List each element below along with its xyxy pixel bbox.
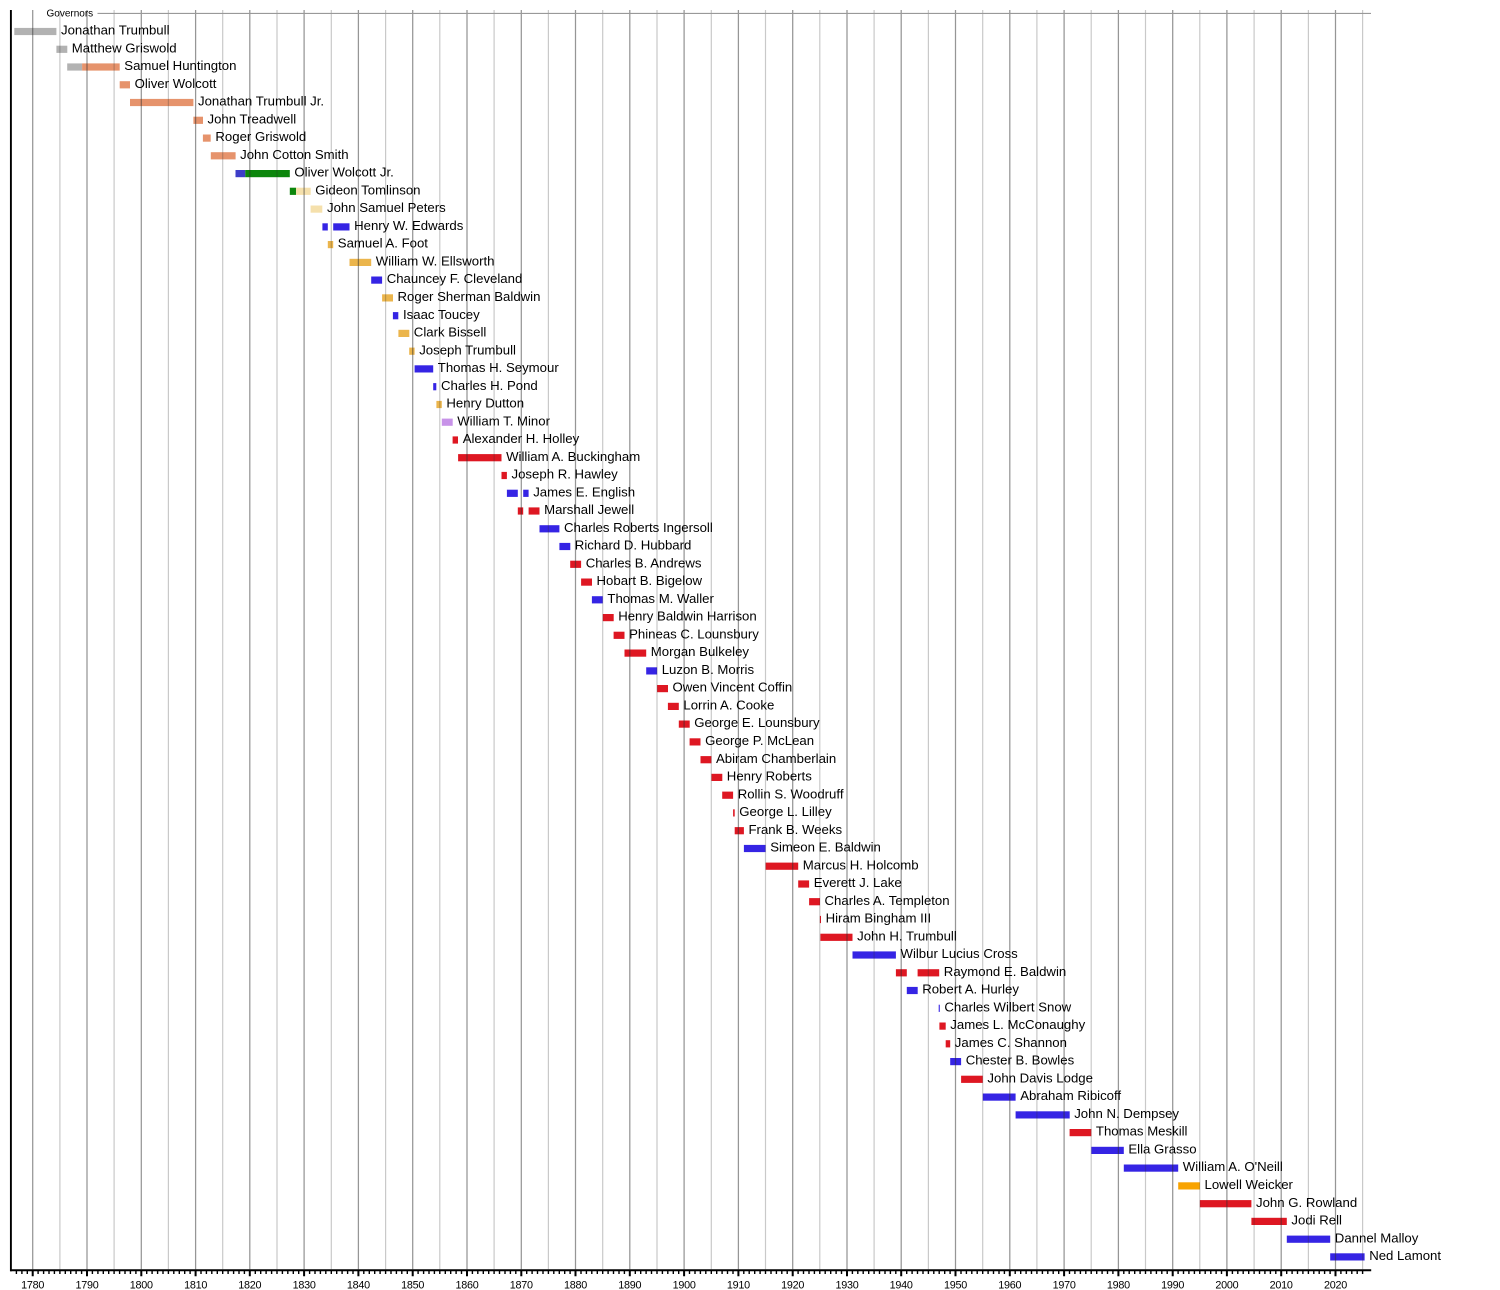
svg-text:John Samuel Peters: John Samuel Peters xyxy=(327,200,446,215)
svg-text:George L. Lilley: George L. Lilley xyxy=(739,804,832,819)
svg-text:Charles A. Templeton: Charles A. Templeton xyxy=(825,893,950,908)
svg-text:John N. Dempsey: John N. Dempsey xyxy=(1074,1106,1179,1121)
svg-text:William W. Ellsworth: William W. Ellsworth xyxy=(376,254,495,269)
svg-text:1800: 1800 xyxy=(130,1280,153,1290)
svg-text:Wilbur Lucius Cross: Wilbur Lucius Cross xyxy=(901,946,1019,961)
svg-text:Richard D. Hubbard: Richard D. Hubbard xyxy=(575,538,692,553)
svg-text:1990: 1990 xyxy=(1161,1280,1184,1290)
svg-text:James E. English: James E. English xyxy=(533,484,635,499)
svg-text:Charles Roberts Ingersoll: Charles Roberts Ingersoll xyxy=(564,520,713,535)
svg-text:George P. McLean: George P. McLean xyxy=(705,733,814,748)
svg-text:Luzon B. Morris: Luzon B. Morris xyxy=(662,662,755,677)
svg-text:William A. Buckingham: William A. Buckingham xyxy=(506,449,640,464)
svg-text:Owen Vincent Coffin: Owen Vincent Coffin xyxy=(673,680,793,695)
svg-text:Chauncey F. Cleveland: Chauncey F. Cleveland xyxy=(387,271,523,286)
svg-text:Raymond E. Baldwin: Raymond E. Baldwin xyxy=(944,964,1066,979)
svg-text:Henry Dutton: Henry Dutton xyxy=(446,396,524,411)
svg-text:1880: 1880 xyxy=(564,1280,587,1290)
svg-text:Clark Bissell: Clark Bissell xyxy=(414,325,487,340)
svg-text:Jodi Rell: Jodi Rell xyxy=(1291,1213,1342,1228)
svg-text:Gideon Tomlinson: Gideon Tomlinson xyxy=(315,182,420,197)
svg-text:Governors: Governors xyxy=(47,9,94,20)
svg-text:Lowell Weicker: Lowell Weicker xyxy=(1205,1177,1294,1192)
svg-text:Samuel Huntington: Samuel Huntington xyxy=(124,58,236,73)
svg-text:Morgan Bulkeley: Morgan Bulkeley xyxy=(651,644,750,659)
svg-text:1970: 1970 xyxy=(1053,1280,1076,1290)
svg-text:John H. Trumbull: John H. Trumbull xyxy=(857,928,957,943)
svg-text:1830: 1830 xyxy=(293,1280,316,1290)
svg-text:Jonathan Trumbull: Jonathan Trumbull xyxy=(61,23,170,38)
svg-text:2010: 2010 xyxy=(1270,1280,1293,1290)
svg-text:Charles H. Pond: Charles H. Pond xyxy=(441,378,538,393)
svg-text:James C. Shannon: James C. Shannon xyxy=(955,1035,1067,1050)
svg-text:Thomas Meskill: Thomas Meskill xyxy=(1096,1124,1188,1139)
svg-text:Alexander H. Holley: Alexander H. Holley xyxy=(463,431,580,446)
svg-text:1790: 1790 xyxy=(75,1280,98,1290)
svg-text:John Cotton Smith: John Cotton Smith xyxy=(240,147,349,162)
svg-text:2000: 2000 xyxy=(1215,1280,1238,1290)
svg-text:Thomas M. Waller: Thomas M. Waller xyxy=(607,591,714,606)
svg-text:1890: 1890 xyxy=(618,1280,641,1290)
svg-text:Hobart B. Bigelow: Hobart B. Bigelow xyxy=(597,573,703,588)
svg-text:1910: 1910 xyxy=(727,1280,750,1290)
svg-text:Chester B. Bowles: Chester B. Bowles xyxy=(966,1053,1075,1068)
svg-text:Henry Roberts: Henry Roberts xyxy=(727,769,812,784)
svg-text:William A. O'Neill: William A. O'Neill xyxy=(1183,1159,1283,1174)
svg-text:Matthew Griswold: Matthew Griswold xyxy=(72,40,177,55)
svg-text:Ella Grasso: Ella Grasso xyxy=(1128,1142,1196,1157)
svg-text:Roger Sherman Baldwin: Roger Sherman Baldwin xyxy=(398,289,541,304)
svg-text:Samuel A. Foot: Samuel A. Foot xyxy=(338,236,428,251)
svg-text:Marshall Jewell: Marshall Jewell xyxy=(544,502,634,517)
svg-text:1900: 1900 xyxy=(673,1280,696,1290)
svg-text:Abraham Ribicoff: Abraham Ribicoff xyxy=(1020,1088,1121,1103)
svg-text:1780: 1780 xyxy=(21,1280,44,1290)
svg-text:Lorrin A. Cooke: Lorrin A. Cooke xyxy=(683,698,774,713)
svg-text:John Treadwell: John Treadwell xyxy=(208,111,297,126)
svg-text:1840: 1840 xyxy=(347,1280,370,1290)
svg-text:Charles Wilbert Snow: Charles Wilbert Snow xyxy=(944,999,1071,1014)
svg-text:Dannel Malloy: Dannel Malloy xyxy=(1335,1230,1419,1245)
svg-text:2020: 2020 xyxy=(1324,1280,1347,1290)
svg-text:1860: 1860 xyxy=(455,1280,478,1290)
svg-text:1950: 1950 xyxy=(944,1280,967,1290)
svg-text:1930: 1930 xyxy=(835,1280,858,1290)
svg-text:Charles B. Andrews: Charles B. Andrews xyxy=(586,555,702,570)
svg-text:Isaac Toucey: Isaac Toucey xyxy=(403,307,480,322)
svg-text:Thomas H. Seymour: Thomas H. Seymour xyxy=(438,360,560,375)
svg-text:1810: 1810 xyxy=(184,1280,207,1290)
svg-text:Everett J. Lake: Everett J. Lake xyxy=(814,875,902,890)
svg-text:Henry W. Edwards: Henry W. Edwards xyxy=(354,218,464,233)
svg-text:Henry Baldwin Harrison: Henry Baldwin Harrison xyxy=(618,609,757,624)
svg-text:Oliver Wolcott Jr.: Oliver Wolcott Jr. xyxy=(294,165,393,180)
svg-text:1960: 1960 xyxy=(998,1280,1021,1290)
svg-text:1940: 1940 xyxy=(890,1280,913,1290)
svg-text:John G. Rowland: John G. Rowland xyxy=(1256,1195,1357,1210)
svg-text:Phineas C. Lounsbury: Phineas C. Lounsbury xyxy=(629,626,759,641)
svg-text:Joseph Trumbull: Joseph Trumbull xyxy=(419,342,516,357)
svg-text:Jonathan Trumbull Jr.: Jonathan Trumbull Jr. xyxy=(198,94,324,109)
svg-text:1920: 1920 xyxy=(781,1280,804,1290)
svg-text:Hiram Bingham III: Hiram Bingham III xyxy=(826,911,932,926)
svg-text:Roger Griswold: Roger Griswold xyxy=(215,129,306,144)
svg-text:1820: 1820 xyxy=(238,1280,261,1290)
svg-text:Frank B. Weeks: Frank B. Weeks xyxy=(749,822,843,837)
svg-text:Ned Lamont: Ned Lamont xyxy=(1369,1248,1441,1263)
svg-text:James L. McConaughy: James L. McConaughy xyxy=(950,1017,1085,1032)
svg-text:William T. Minor: William T. Minor xyxy=(457,413,550,428)
svg-text:1850: 1850 xyxy=(401,1280,424,1290)
svg-text:Abiram Chamberlain: Abiram Chamberlain xyxy=(716,751,836,766)
svg-text:John Davis Lodge: John Davis Lodge xyxy=(987,1070,1093,1085)
svg-text:Marcus H. Holcomb: Marcus H. Holcomb xyxy=(803,857,919,872)
svg-text:George E. Lounsbury: George E. Lounsbury xyxy=(694,715,820,730)
svg-text:1870: 1870 xyxy=(510,1280,533,1290)
svg-text:Oliver Wolcott: Oliver Wolcott xyxy=(135,76,217,91)
svg-text:Robert A. Hurley: Robert A. Hurley xyxy=(922,982,1019,997)
svg-text:Rollin S. Woodruff: Rollin S. Woodruff xyxy=(738,786,844,801)
svg-text:Joseph R. Hawley: Joseph R. Hawley xyxy=(512,467,619,482)
svg-text:Simeon E. Baldwin: Simeon E. Baldwin xyxy=(770,840,881,855)
svg-text:1980: 1980 xyxy=(1107,1280,1130,1290)
